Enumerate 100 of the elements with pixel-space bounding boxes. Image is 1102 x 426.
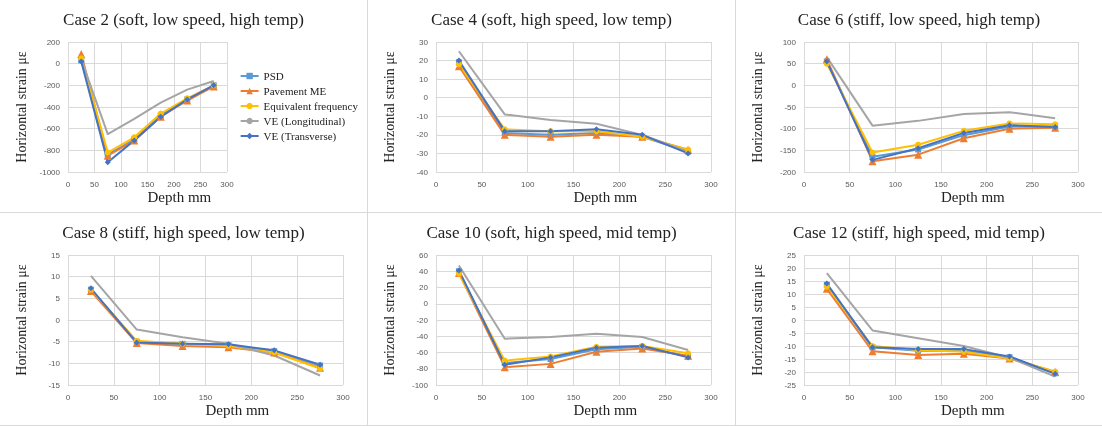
y-axis-title: Horizontal strain με: [13, 264, 29, 376]
y-tick-label: -10: [416, 111, 429, 121]
x-axis-title: Depth mm: [573, 401, 638, 418]
chart-title: Case 6 (stiff, low speed, high temp): [797, 10, 1041, 29]
y-tick-label: -20: [416, 315, 429, 325]
y-tick-label: 200: [46, 37, 61, 47]
y-tick-label: 5: [55, 293, 61, 303]
x-tick-label: 50: [109, 392, 119, 402]
x-tick-label: 300: [1071, 392, 1086, 402]
x-tick-label: 200: [167, 179, 182, 189]
chart-title: Case 10 (soft, high speed, mid temp): [426, 223, 677, 242]
y-tick-label: 60: [419, 250, 429, 260]
x-tick-label: 300: [1071, 179, 1086, 189]
y-tick-label: -100: [779, 124, 797, 134]
legend-label: VE (Transverse): [263, 130, 337, 143]
y-tick-label: 50: [787, 59, 797, 69]
x-tick-label: 50: [845, 392, 855, 402]
y-tick-label: 25: [787, 250, 797, 260]
x-tick-label: 100: [520, 179, 535, 189]
chart-title: Case 12 (stiff, high speed, mid temp): [793, 223, 1045, 242]
y-tick-label: 100: [782, 37, 797, 47]
y-axis-title: Horizontal strain με: [749, 264, 765, 376]
x-tick-label: 250: [1025, 179, 1040, 189]
x-axis-title: Depth mm: [941, 188, 1006, 205]
x-tick-label: 200: [979, 392, 994, 402]
y-tick-label: 0: [423, 93, 429, 103]
y-tick-label: -200: [779, 167, 797, 177]
x-tick-label: 300: [220, 179, 235, 189]
legend-label: PSD: [263, 70, 284, 82]
y-tick-label: -5: [52, 337, 61, 347]
y-tick-label: -30: [416, 148, 429, 158]
y-tick-label: -20: [416, 130, 429, 140]
y-tick-label: 5: [791, 302, 797, 312]
y-tick-label: -150: [779, 145, 797, 155]
x-tick-label: 200: [244, 392, 259, 402]
x-tick-label: 0: [433, 392, 439, 402]
x-tick-label: 100: [520, 392, 535, 402]
y-tick-label: 0: [55, 315, 61, 325]
x-tick-label: 250: [1025, 392, 1040, 402]
x-tick-label: 150: [140, 179, 155, 189]
x-axis-title: Depth mm: [573, 188, 638, 205]
y-tick-label: -10: [784, 341, 797, 351]
x-tick-label: 100: [888, 392, 903, 402]
x-tick-label: 250: [658, 392, 673, 402]
x-tick-label: 250: [193, 179, 208, 189]
y-tick-label: 0: [423, 299, 429, 309]
x-tick-label: 300: [704, 179, 719, 189]
chart-title: Case 2 (soft, low speed, high temp): [63, 10, 304, 29]
y-axis-title: Horizontal strain με: [749, 51, 765, 163]
y-tick-label: -60: [416, 348, 429, 357]
y-tick-label: -50: [784, 102, 797, 112]
x-tick-label: 100: [888, 179, 903, 189]
y-axis-title: Horizontal strain με: [13, 51, 29, 163]
x-tick-label: 150: [934, 392, 949, 402]
x-tick-label: 150: [566, 392, 581, 402]
chart-title: Case 8 (stiff, high speed, low temp): [62, 223, 305, 242]
y-tick-label: 10: [419, 74, 429, 84]
x-tick-label: 200: [612, 392, 627, 402]
y-tick-label: -1000: [39, 167, 61, 177]
y-tick-label: -20: [784, 367, 797, 377]
y-tick-label: -15: [784, 354, 797, 364]
y-tick-label: -25: [784, 380, 797, 390]
y-tick-label: -40: [416, 167, 429, 177]
x-tick-label: 250: [658, 179, 673, 189]
x-axis-title: Depth mm: [941, 401, 1006, 418]
x-tick-label: 300: [704, 392, 719, 402]
y-tick-label: 30: [419, 37, 429, 47]
y-tick-label: 15: [51, 250, 61, 260]
y-tick-label: -600: [43, 124, 61, 134]
y-tick-label: -80: [416, 364, 429, 374]
y-tick-label: 20: [787, 263, 797, 273]
y-tick-label: -5: [788, 328, 797, 338]
legend-label: Equivalent frequency: [263, 100, 359, 112]
legend-label: Pavement ME: [263, 85, 327, 97]
y-tick-label: -40: [416, 331, 429, 341]
y-axis-title: Horizontal strain με: [381, 264, 397, 376]
y-axis-title: Horizontal strain με: [381, 51, 397, 163]
legend-label: VE (Longitudinal): [263, 115, 346, 128]
y-tick-label: -100: [411, 380, 429, 390]
y-tick-label: 40: [419, 266, 429, 276]
y-tick-label: -15: [48, 380, 61, 390]
x-tick-label: 50: [477, 392, 487, 402]
y-tick-label: 0: [791, 315, 797, 325]
x-tick-label: 50: [90, 179, 100, 189]
y-tick-label: 15: [787, 276, 797, 286]
x-axis-title: Depth mm: [147, 188, 212, 205]
y-tick-label: 10: [787, 289, 797, 299]
x-tick-label: 150: [934, 179, 949, 189]
x-tick-label: 0: [801, 179, 807, 189]
x-tick-label: 0: [65, 392, 71, 402]
x-tick-label: 0: [433, 179, 439, 189]
x-tick-label: 150: [198, 392, 213, 402]
x-tick-label: 100: [114, 179, 129, 189]
y-tick-label: -200: [43, 80, 61, 90]
y-tick-label: 20: [419, 56, 429, 66]
x-tick-label: 50: [845, 179, 855, 189]
y-tick-label: -400: [43, 102, 61, 112]
y-tick-label: -800: [43, 145, 61, 155]
y-tick-label: 0: [55, 59, 61, 69]
chart-title: Case 4 (soft, high speed, low temp): [431, 10, 672, 29]
